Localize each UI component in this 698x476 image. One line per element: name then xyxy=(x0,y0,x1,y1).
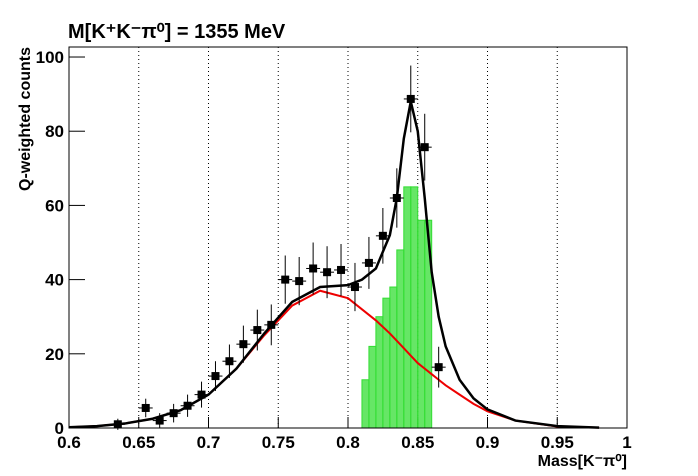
data-point xyxy=(406,94,415,103)
x-tick-label: 0.6 xyxy=(57,433,81,452)
y-tick-label: 80 xyxy=(45,122,64,141)
y-tick-label: 40 xyxy=(45,271,64,290)
data-point xyxy=(141,403,150,412)
data-point xyxy=(155,416,164,425)
histogram-bar xyxy=(403,186,412,429)
plot-frame xyxy=(68,46,628,429)
data-point xyxy=(267,320,276,329)
histogram-bar xyxy=(375,316,384,429)
data-point xyxy=(309,264,318,273)
histogram-bar xyxy=(389,286,398,429)
data-point xyxy=(434,363,443,372)
data-point xyxy=(392,193,401,202)
x-tick-label: 1 xyxy=(622,433,631,452)
histogram-bar xyxy=(410,186,419,429)
histogram-bar xyxy=(396,249,405,429)
data-point xyxy=(323,268,332,277)
histogram-bar xyxy=(361,379,370,429)
fit-curve xyxy=(68,101,600,429)
data-point xyxy=(169,409,178,418)
data-point xyxy=(420,143,429,152)
x-tick-label: 0.8 xyxy=(336,433,360,452)
y-tick-label: 20 xyxy=(45,345,64,364)
data-point xyxy=(253,326,262,335)
x-tick-label: 0.9 xyxy=(476,433,500,452)
chart-title: M[K⁺K⁻π⁰] = 1355 MeV xyxy=(68,21,286,43)
y-tick-label: 100 xyxy=(36,48,64,67)
data-point xyxy=(364,258,373,267)
x-axis-label: Mass[K⁻π⁰] xyxy=(538,453,627,470)
y-axis-label: Q-weighted counts xyxy=(17,47,34,191)
x-tick-label: 0.7 xyxy=(197,433,221,452)
histogram-bar xyxy=(417,219,426,429)
data-point xyxy=(350,283,359,292)
y-tick-label: 0 xyxy=(55,419,64,438)
data-point xyxy=(378,231,387,240)
x-tick-label: 0.85 xyxy=(401,433,434,452)
x-tick-label: 0.65 xyxy=(122,433,155,452)
x-tick-label: 0.75 xyxy=(262,433,295,452)
y-tick-label: 60 xyxy=(45,196,64,215)
data-point xyxy=(239,340,248,349)
x-tick-label: 0.95 xyxy=(541,433,574,452)
histogram-bar xyxy=(382,297,391,429)
data-point xyxy=(197,390,206,399)
data-point xyxy=(183,401,192,410)
data-point xyxy=(295,277,304,286)
data-point xyxy=(113,420,122,429)
data-point xyxy=(211,372,220,381)
data-point xyxy=(225,357,234,366)
histogram-bar xyxy=(368,345,377,429)
data-point xyxy=(281,275,290,284)
data-point xyxy=(337,265,346,274)
